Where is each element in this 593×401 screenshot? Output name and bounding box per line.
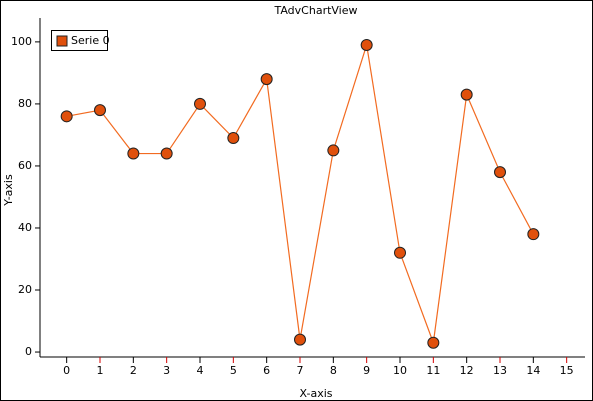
x-tick-label: 14 [526, 364, 540, 377]
y-tick-label: 60 [18, 159, 32, 172]
x-tick-label: 12 [460, 364, 474, 377]
data-point [394, 246, 406, 259]
data-point [260, 73, 273, 86]
y-tick-label: 40 [18, 221, 32, 234]
x-tick-label: 11 [426, 364, 440, 377]
data-point [227, 132, 240, 145]
data-point [494, 166, 506, 179]
data-point [94, 104, 106, 117]
data-point [60, 110, 73, 123]
data-point [327, 144, 340, 157]
y-tick-label: 20 [18, 283, 32, 296]
data-point [360, 38, 373, 51]
x-tick-label: 9 [363, 364, 370, 377]
x-tick-label: 10 [393, 364, 407, 377]
data-point [194, 97, 206, 110]
chart-title: TAdvChartView [273, 4, 357, 17]
y-axis-label: Y-axis [2, 174, 15, 207]
x-tick-label: 5 [230, 364, 237, 377]
legend-swatch [56, 35, 68, 47]
y-tick-label: 0 [25, 345, 32, 358]
x-tick-label: 3 [163, 364, 170, 377]
x-tick-label: 1 [97, 364, 104, 377]
x-axis-label: X-axis [300, 387, 333, 400]
x-tick-label: 15 [560, 364, 574, 377]
data-point [460, 88, 473, 101]
x-tick-label: 8 [330, 364, 337, 377]
y-tick-label: 100 [11, 35, 32, 48]
data-point [294, 333, 306, 346]
data-point [527, 228, 540, 241]
x-tick-label: 0 [63, 364, 70, 377]
x-tick-label: 4 [197, 364, 204, 377]
y-tick-label: 80 [18, 97, 32, 110]
legend-label: Serie 0 [71, 34, 110, 47]
x-tick-label: 7 [297, 364, 304, 377]
data-point [427, 336, 440, 349]
x-tick-label: 6 [263, 364, 270, 377]
x-tick-label: 13 [493, 364, 507, 377]
data-point [160, 147, 173, 160]
data-point [127, 147, 140, 160]
x-tick-label: 2 [130, 364, 137, 377]
